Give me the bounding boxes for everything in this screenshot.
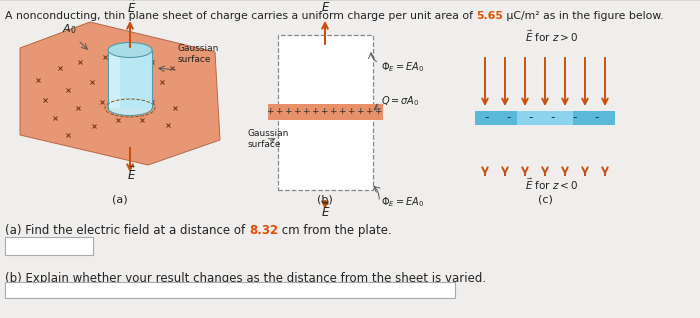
Text: +: + — [329, 107, 337, 116]
Text: μC/m² as in the figure below.: μC/m² as in the figure below. — [503, 11, 664, 21]
Text: (c): (c) — [538, 194, 552, 204]
Text: -: - — [484, 112, 489, 125]
Text: $\Phi_E = EA_0$: $\Phi_E = EA_0$ — [381, 195, 424, 209]
Text: $\vec{E}$ for $z<0$: $\vec{E}$ for $z<0$ — [525, 176, 578, 192]
Bar — [517, 111, 573, 125]
Text: 8.32: 8.32 — [249, 224, 278, 237]
Text: $Q = \sigma A_0$: $Q = \sigma A_0$ — [381, 94, 419, 108]
Text: +: + — [338, 107, 346, 116]
Bar — [475, 111, 615, 125]
Text: +: + — [374, 107, 382, 116]
Text: -: - — [528, 112, 533, 125]
Bar — [5, 282, 455, 298]
Text: (a): (a) — [112, 194, 128, 204]
Text: $\vec{E}$ for $z>0$: $\vec{E}$ for $z>0$ — [525, 29, 578, 44]
Text: -: - — [595, 112, 599, 125]
Bar — [5, 237, 93, 255]
Text: $A_0$: $A_0$ — [62, 22, 76, 36]
Text: cm from the plate.: cm from the plate. — [278, 224, 392, 237]
Polygon shape — [20, 22, 220, 165]
Bar — [278, 35, 373, 190]
Text: $\vec{E}$: $\vec{E}$ — [127, 166, 136, 183]
Text: $\vec{E}$: $\vec{E}$ — [127, 0, 136, 16]
Text: -: - — [573, 112, 577, 125]
Text: +: + — [365, 107, 372, 116]
Bar — [108, 50, 152, 108]
Bar — [108, 50, 120, 108]
Ellipse shape — [108, 100, 152, 115]
Text: +: + — [347, 107, 355, 116]
Text: +: + — [284, 107, 292, 116]
Text: Gaussian
surface: Gaussian surface — [178, 44, 219, 64]
Text: (a) Find the electric field at a distance of: (a) Find the electric field at a distanc… — [5, 224, 249, 237]
Text: (b) Explain whether your result changes as the distance from the sheet is varied: (b) Explain whether your result changes … — [5, 272, 486, 285]
Text: $\Phi_E = EA_0$: $\Phi_E = EA_0$ — [381, 60, 424, 74]
Bar — [268, 104, 383, 120]
Text: +: + — [321, 107, 328, 116]
Text: +: + — [293, 107, 301, 116]
Text: (b): (b) — [317, 194, 333, 204]
Text: -: - — [551, 112, 555, 125]
Text: $\vec{E}$: $\vec{E}$ — [321, 203, 330, 220]
Text: Gaussian
surface: Gaussian surface — [248, 129, 289, 149]
Text: $\vec{E}$: $\vec{E}$ — [321, 0, 330, 15]
Text: +: + — [266, 107, 274, 116]
Text: -: - — [507, 112, 511, 125]
Text: A nonconducting, thin plane sheet of charge carries a uniform charge per unit ar: A nonconducting, thin plane sheet of cha… — [5, 11, 477, 21]
Text: +: + — [275, 107, 283, 116]
Text: 5.65: 5.65 — [477, 11, 503, 21]
Text: +: + — [312, 107, 318, 116]
Ellipse shape — [108, 43, 152, 58]
Text: +: + — [302, 107, 309, 116]
Text: +: + — [356, 107, 364, 116]
